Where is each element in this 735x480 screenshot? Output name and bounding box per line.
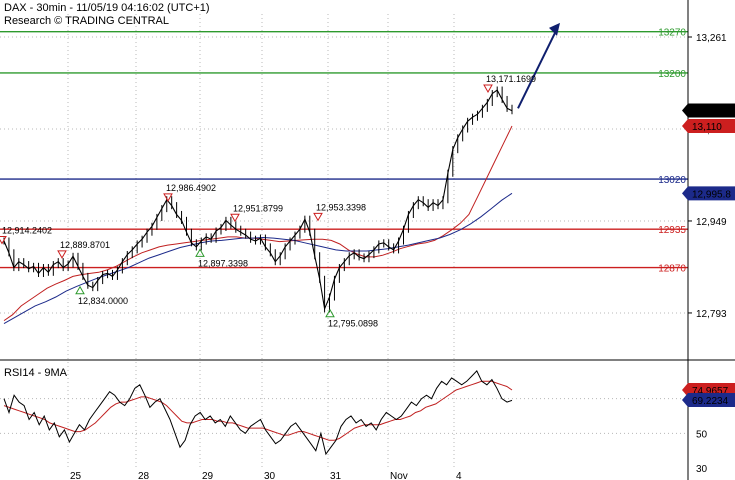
pivot-label: 12,897.3398 bbox=[198, 258, 248, 268]
level-label-13200: 13200 bbox=[658, 69, 686, 80]
pivot-low-marker bbox=[325, 308, 335, 318]
price-series bbox=[3, 86, 513, 313]
level-label-12870: 12870 bbox=[658, 264, 686, 275]
pivot-high-marker bbox=[0, 235, 7, 245]
grid-lines bbox=[0, 14, 688, 468]
rsi-line bbox=[3, 370, 513, 456]
pivot-annotations: 12,914.2402 12,889.8701 12,834.0000 12,986.… bbox=[0, 74, 536, 329]
price-axis: 13,26113,10512,94912,79313,136.313,11012… bbox=[682, 0, 735, 480]
time-axis-label: 30 bbox=[264, 471, 276, 480]
pivot-high-marker bbox=[230, 213, 240, 223]
price-line bbox=[3, 89, 513, 311]
pivot-label: 12,914.2402 bbox=[2, 225, 52, 235]
price-badge-label: 13,136.3 bbox=[692, 107, 731, 118]
rsi-axis-label: 50 bbox=[696, 429, 708, 440]
price-axis-label: 12,949 bbox=[696, 217, 727, 228]
ma-slow-line bbox=[3, 192, 513, 325]
projection-arrow bbox=[517, 22, 560, 109]
pivot-high-marker bbox=[163, 193, 173, 202]
pivot-low-marker bbox=[75, 285, 85, 295]
chart-header-title: DAX - 30min - 11/05/19 04:16:02 (UTC+1) bbox=[4, 2, 210, 14]
price-badge bbox=[682, 119, 735, 134]
time-axis-label: 25 bbox=[70, 471, 82, 480]
time-axis-label: 31 bbox=[330, 471, 342, 480]
rsi-badge-label: 69.2234 bbox=[692, 396, 729, 407]
rsi-axis-label: 30 bbox=[696, 464, 708, 475]
level-lines: 13270 13200 13020 12935 12870 bbox=[0, 28, 688, 275]
chart-header-source: Research © TRADING CENTRAL bbox=[4, 15, 169, 27]
moving-averages bbox=[3, 125, 513, 325]
projection-line bbox=[517, 28, 558, 109]
price-badge-label: 13,110 bbox=[692, 122, 722, 133]
pivot-label: 12,889.8701 bbox=[60, 240, 110, 250]
time-axis-label: Nov bbox=[390, 471, 408, 480]
pivot-low-marker bbox=[195, 248, 205, 257]
rsi-badge-label: 74.9657 bbox=[692, 386, 729, 397]
rsi-badge bbox=[682, 393, 735, 408]
time-axis-label: 29 bbox=[202, 471, 214, 480]
rsi-ma-line bbox=[3, 380, 513, 441]
ma-fast-line bbox=[3, 125, 513, 322]
time-axis: 25 28 29 30 31 Nov 4 bbox=[70, 471, 462, 480]
rsi-title: RSI14 - 9MA bbox=[4, 367, 68, 379]
time-axis-label: 4 bbox=[456, 471, 462, 480]
pivot-high-marker bbox=[483, 84, 493, 93]
level-label-13270: 13270 bbox=[658, 28, 686, 39]
price-badge bbox=[682, 103, 735, 118]
time-axis-label: 28 bbox=[138, 471, 150, 480]
pivot-high-marker bbox=[57, 250, 67, 259]
price-badge-label: 12,995.8 bbox=[692, 189, 731, 200]
pivot-high-marker bbox=[313, 212, 323, 222]
pivot-label: 12,951.8799 bbox=[233, 203, 283, 213]
pivot-label: 12,795.0898 bbox=[328, 319, 378, 329]
pivot-label: 12,834.0000 bbox=[78, 296, 128, 306]
pivot-label: 12,953.3398 bbox=[316, 202, 366, 212]
pivot-label: 13,171.1699 bbox=[486, 74, 536, 84]
level-label-13020: 13020 bbox=[658, 175, 686, 186]
projection-arrowhead bbox=[549, 22, 560, 36]
pivot-label: 12,986.4902 bbox=[166, 183, 216, 193]
price-axis-label: 13,261 bbox=[696, 33, 727, 44]
price-axis-label: 12,793 bbox=[696, 309, 727, 320]
price-badge bbox=[682, 186, 735, 201]
level-label-12935: 12935 bbox=[658, 225, 686, 236]
